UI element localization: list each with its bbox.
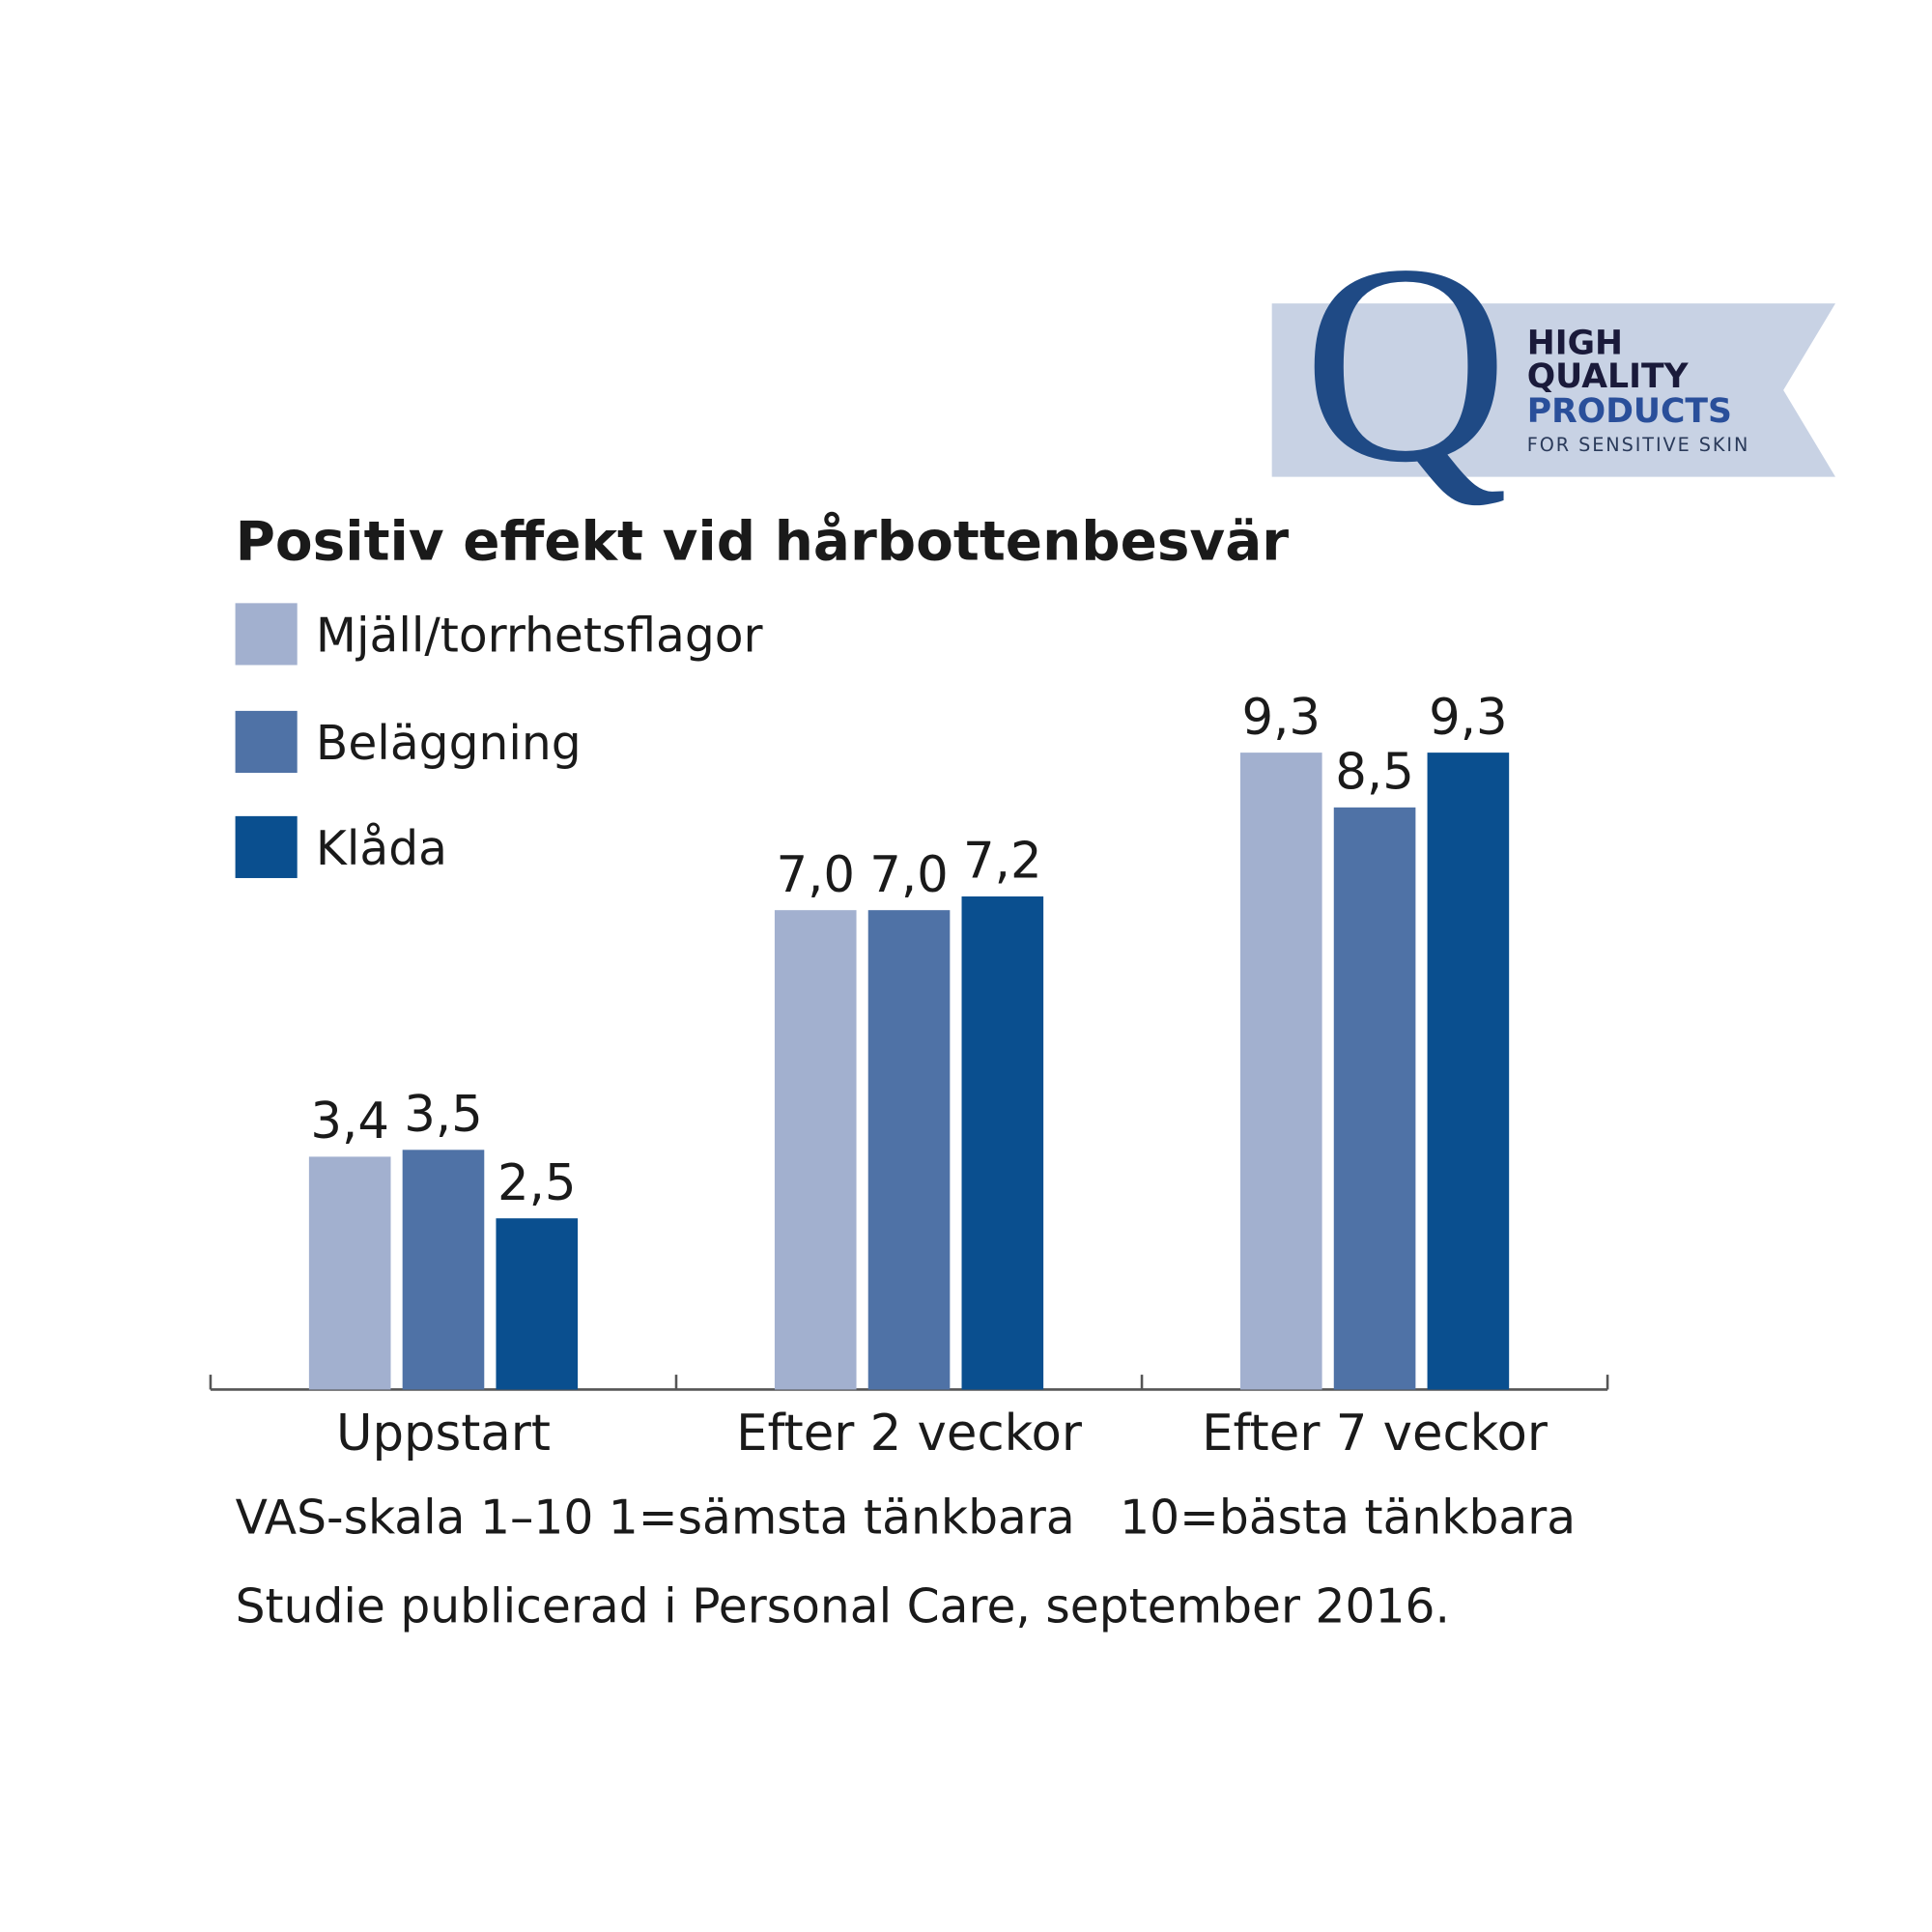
value-label: 3,4 [310,1093,389,1151]
legend-swatch [235,710,298,773]
value-label: 9,3 [1242,689,1321,747]
bar [308,1156,391,1390]
note: VAS-skala 1–10 1=sämsta tänkbara 10=bäst… [236,1491,1577,1545]
value-label: 3,5 [404,1086,483,1144]
value-label: 7,0 [869,846,949,904]
logo-text: QUALITY [1527,357,1690,396]
logo-banner [1271,303,1835,477]
value-label: 7,2 [963,833,1042,891]
bar [402,1150,485,1390]
value-label: 2,5 [497,1154,577,1212]
bar [1239,753,1322,1390]
legend-swatch [235,815,298,878]
logo-letter: Q [1303,205,1509,521]
bar [961,896,1044,1390]
bar [496,1218,579,1390]
logo-tagline: FOR SENSITIVE SKIN [1527,434,1750,456]
value-label: 7,0 [776,846,855,904]
logo-text: PRODUCTS [1527,392,1732,431]
legend-swatch [235,603,298,666]
bar [1427,753,1510,1390]
value-label: 8,5 [1335,744,1414,802]
legend-label: Klåda [316,822,447,876]
note: Studie publicerad i Personal Care, septe… [236,1580,1450,1634]
bar [1333,807,1416,1390]
x-tick-label: Uppstart [336,1405,551,1463]
x-tick-label: Efter 7 veckor [1202,1405,1548,1463]
value-label: 9,3 [1429,689,1508,747]
logo-text: HIGH [1527,324,1623,362]
legend-label: Beläggning [316,717,582,771]
bar [867,910,951,1390]
bar [774,910,857,1390]
x-tick-label: Efter 2 veckor [736,1405,1083,1463]
logo: Q HIGH QUALITY PRODUCTS FOR SENSITIVE SK… [1271,205,1835,521]
chart-title: Positiv effekt vid hårbottenbesvär [236,511,1290,574]
legend-label: Mjäll/torrhetsflagor [316,610,764,664]
